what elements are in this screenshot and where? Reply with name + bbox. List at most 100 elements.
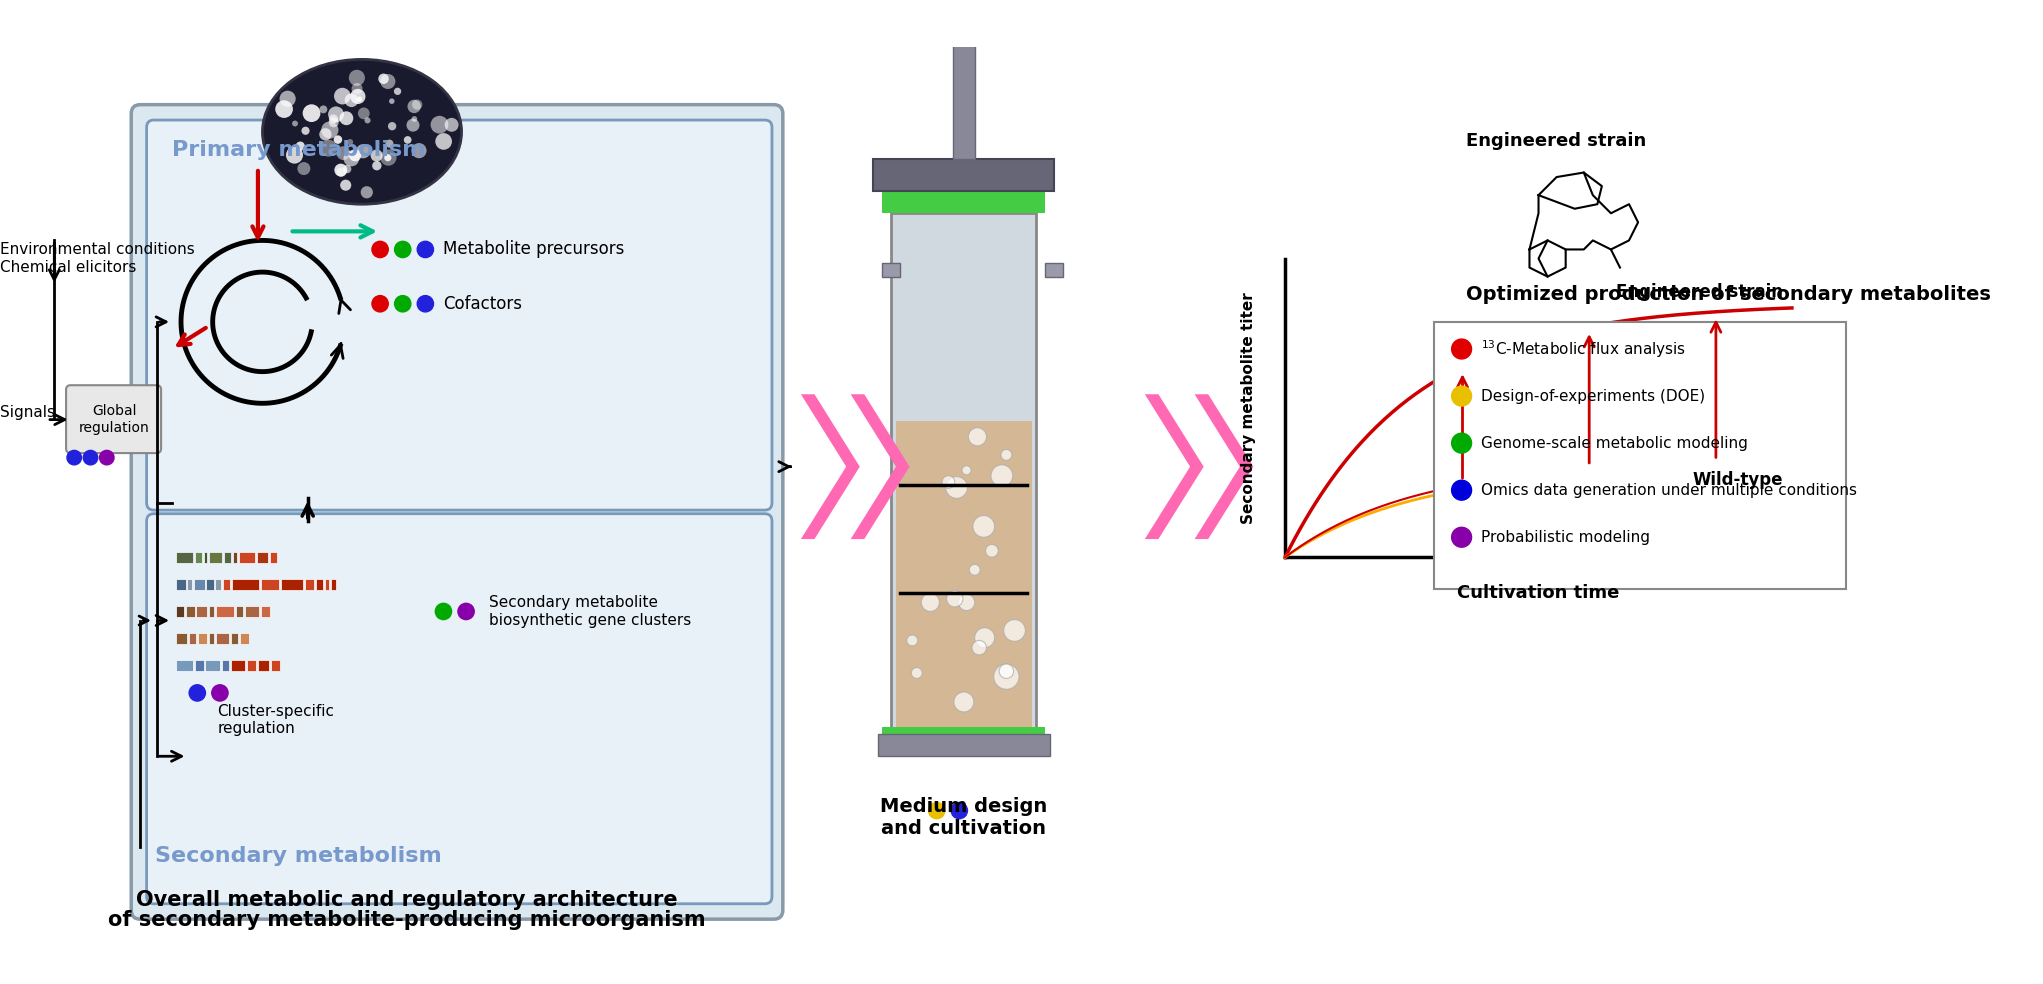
FancyBboxPatch shape [176, 552, 192, 563]
FancyBboxPatch shape [186, 606, 194, 617]
Circle shape [286, 147, 302, 163]
Circle shape [378, 74, 388, 84]
Text: Primary metabolism: Primary metabolism [172, 140, 425, 160]
FancyBboxPatch shape [194, 660, 204, 671]
FancyBboxPatch shape [196, 606, 206, 617]
Circle shape [962, 465, 970, 475]
Text: Omics data generation under multiple conditions: Omics data generation under multiple con… [1481, 483, 1857, 498]
Polygon shape [1195, 395, 1254, 539]
FancyBboxPatch shape [257, 552, 268, 563]
Text: Chemical elicitors: Chemical elicitors [0, 260, 137, 276]
Circle shape [372, 161, 382, 170]
FancyBboxPatch shape [223, 552, 231, 563]
FancyBboxPatch shape [331, 579, 335, 589]
Circle shape [280, 91, 296, 107]
Circle shape [458, 603, 474, 620]
FancyBboxPatch shape [872, 159, 1054, 191]
Circle shape [329, 117, 339, 127]
Text: $^{13}$C-Metabolic flux analysis: $^{13}$C-Metabolic flux analysis [1481, 338, 1685, 360]
Circle shape [907, 635, 917, 646]
Circle shape [380, 150, 396, 165]
Circle shape [355, 144, 370, 158]
Circle shape [946, 476, 968, 498]
Circle shape [343, 151, 360, 166]
Circle shape [958, 594, 975, 610]
FancyBboxPatch shape [304, 579, 315, 589]
FancyBboxPatch shape [65, 385, 161, 453]
Circle shape [339, 180, 351, 191]
FancyBboxPatch shape [204, 552, 206, 563]
FancyBboxPatch shape [262, 606, 270, 617]
FancyBboxPatch shape [223, 660, 229, 671]
Circle shape [349, 89, 366, 104]
Circle shape [388, 122, 396, 130]
FancyBboxPatch shape [208, 633, 215, 645]
FancyBboxPatch shape [176, 606, 184, 617]
Circle shape [212, 685, 229, 701]
Circle shape [370, 150, 382, 161]
Circle shape [190, 685, 206, 701]
FancyBboxPatch shape [208, 606, 215, 617]
FancyBboxPatch shape [188, 579, 192, 589]
Circle shape [358, 107, 370, 119]
FancyBboxPatch shape [147, 120, 772, 510]
Text: Medium design
and cultivation: Medium design and cultivation [881, 797, 1048, 838]
Circle shape [435, 603, 452, 620]
FancyBboxPatch shape [948, 0, 981, 14]
Circle shape [333, 136, 341, 144]
FancyBboxPatch shape [233, 552, 237, 563]
FancyBboxPatch shape [257, 660, 270, 671]
Text: Engineered strain: Engineered strain [1616, 282, 1784, 301]
Circle shape [380, 74, 396, 89]
Circle shape [1453, 433, 1471, 453]
Text: Secondary metabolite titer: Secondary metabolite titer [1242, 292, 1256, 523]
Circle shape [296, 142, 304, 151]
Circle shape [417, 295, 433, 312]
Circle shape [337, 167, 345, 177]
Circle shape [993, 664, 1019, 690]
Circle shape [276, 100, 292, 118]
FancyBboxPatch shape [217, 606, 235, 617]
Text: Cultivation time: Cultivation time [1457, 584, 1620, 602]
FancyBboxPatch shape [194, 552, 202, 563]
Circle shape [362, 186, 374, 199]
Circle shape [407, 119, 419, 132]
Circle shape [319, 105, 327, 113]
FancyBboxPatch shape [206, 660, 221, 671]
Circle shape [321, 140, 337, 156]
Circle shape [921, 593, 940, 611]
Text: Secondary metabolism: Secondary metabolism [155, 846, 441, 866]
FancyBboxPatch shape [215, 579, 221, 589]
FancyBboxPatch shape [190, 633, 196, 645]
FancyBboxPatch shape [206, 579, 215, 589]
Circle shape [298, 162, 311, 175]
FancyBboxPatch shape [239, 552, 255, 563]
Circle shape [84, 451, 98, 464]
FancyBboxPatch shape [239, 633, 249, 645]
Circle shape [431, 116, 447, 134]
Text: Genome-scale metabolic modeling: Genome-scale metabolic modeling [1481, 436, 1747, 451]
Circle shape [411, 143, 427, 158]
Circle shape [975, 628, 995, 647]
Circle shape [911, 667, 921, 678]
Circle shape [1453, 480, 1471, 500]
Text: Environmental conditions: Environmental conditions [0, 242, 194, 257]
Text: Metabolite precursors: Metabolite precursors [443, 240, 625, 259]
Circle shape [1453, 386, 1471, 406]
Circle shape [413, 99, 423, 110]
Circle shape [384, 154, 392, 161]
Circle shape [999, 664, 1013, 678]
Text: Engineered strain: Engineered strain [1467, 132, 1647, 150]
Text: Cofactors: Cofactors [443, 295, 523, 313]
FancyBboxPatch shape [198, 633, 206, 645]
Circle shape [67, 451, 82, 464]
FancyBboxPatch shape [245, 606, 259, 617]
FancyBboxPatch shape [176, 660, 192, 671]
Text: Probabilistic modeling: Probabilistic modeling [1481, 529, 1649, 545]
FancyBboxPatch shape [217, 633, 229, 645]
FancyBboxPatch shape [231, 579, 259, 589]
Circle shape [417, 241, 433, 258]
Text: Secondary metabolite
biosynthetic gene clusters: Secondary metabolite biosynthetic gene c… [488, 595, 691, 628]
Polygon shape [801, 395, 860, 539]
Circle shape [930, 802, 944, 819]
